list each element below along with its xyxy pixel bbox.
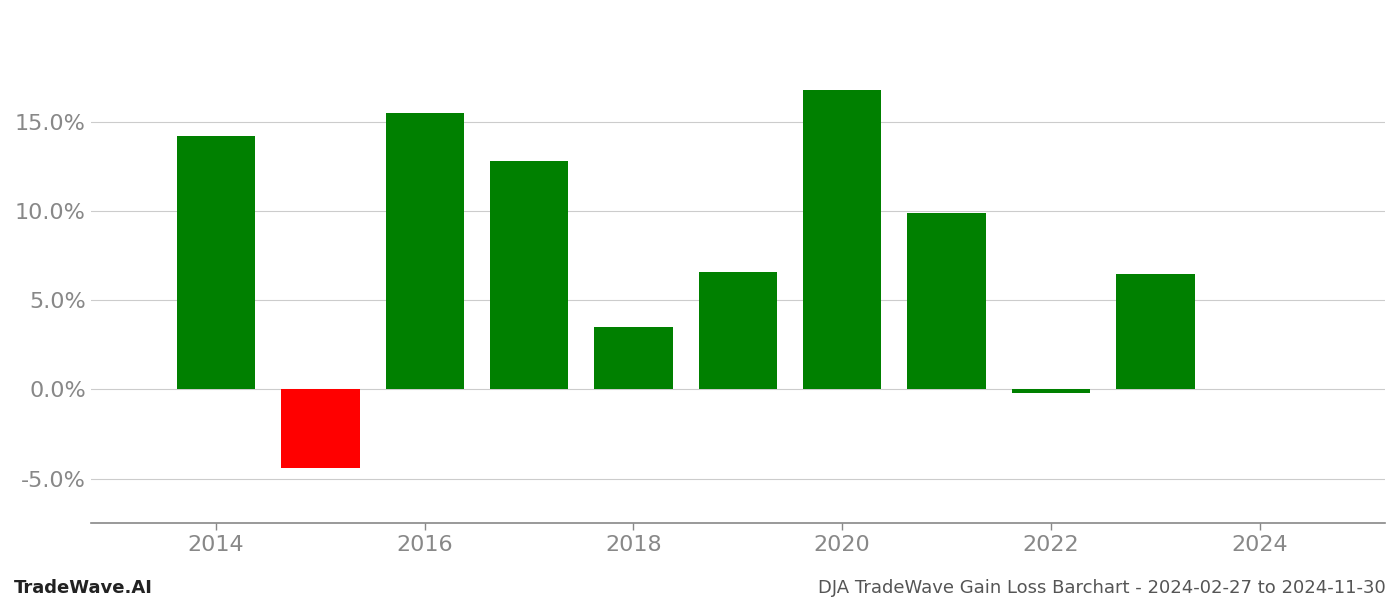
Bar xyxy=(490,161,568,389)
Bar xyxy=(907,213,986,389)
Bar xyxy=(1116,274,1194,389)
Bar xyxy=(595,327,672,389)
Bar xyxy=(1012,389,1091,393)
Bar xyxy=(281,389,360,468)
Bar xyxy=(385,113,463,389)
Text: TradeWave.AI: TradeWave.AI xyxy=(14,579,153,597)
Text: DJA TradeWave Gain Loss Barchart - 2024-02-27 to 2024-11-30: DJA TradeWave Gain Loss Barchart - 2024-… xyxy=(818,579,1386,597)
Bar xyxy=(176,136,255,389)
Bar xyxy=(699,272,777,389)
Bar xyxy=(804,90,882,389)
